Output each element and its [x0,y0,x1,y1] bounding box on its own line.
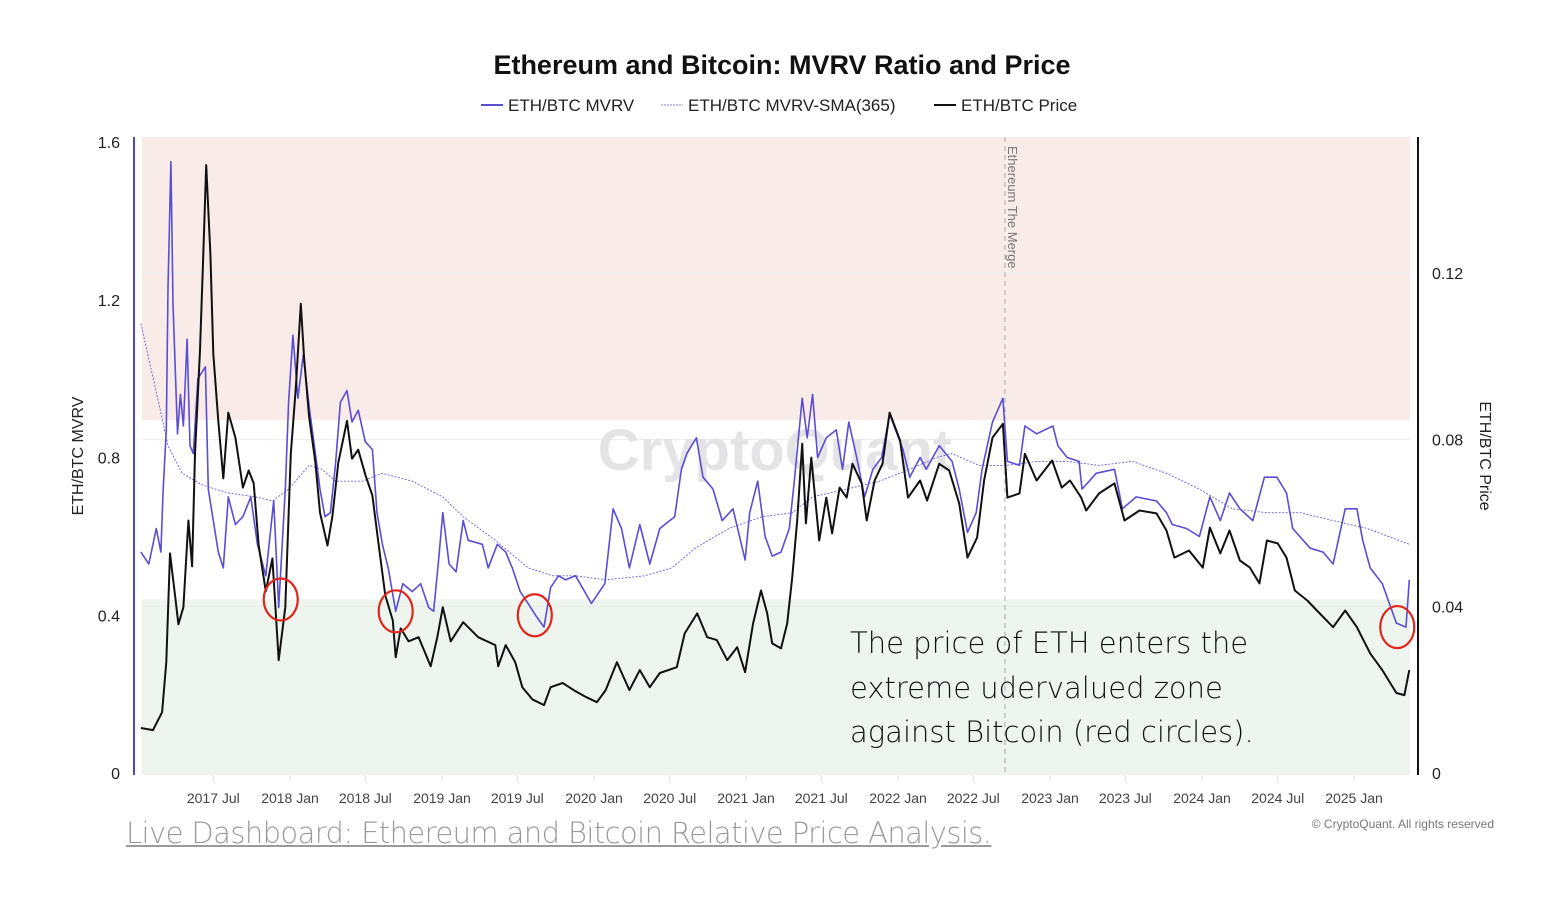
left-tick-label: 1.2 [98,293,120,310]
legend-label-price: ETH/BTC Price [961,96,1077,115]
valuation-zones [142,137,1410,775]
highlight-circles [262,577,1416,650]
right-tick-label: 0.08 [1432,433,1463,450]
left-tick-label: 0.4 [98,608,120,625]
chart-title: Ethereum and Bitcoin: MVRV Ratio and Pri… [493,50,1070,80]
series-layer [140,160,1411,732]
x-tick-label: 2019 Jul [491,790,544,806]
left-tick-label: 0 [111,766,120,783]
x-tick-label: 2017 Jul [187,790,240,806]
x-tick-label: 2023 Jul [1099,790,1152,806]
x-tick-label: 2019 Jan [413,790,471,806]
copyright: © CryptoQuant. All rights reserved [1312,817,1494,831]
right-tick-label: 0.12 [1432,266,1463,283]
overvalued-zone [142,137,1410,421]
highlight-circle [516,593,553,638]
price-line-group [140,164,1411,732]
undervalued-zone [142,599,1410,775]
right-axis-label: ETH/BTC Price [1476,401,1493,510]
highlight-circle [1379,604,1416,650]
left-tick-label: 1.6 [98,135,120,152]
left-axis-ticks: 0 0.4 0.8 1.2 1.6 [98,135,120,783]
legend: ETH/BTC MVRV ETH/BTC MVRV-SMA(365) ETH/B… [481,96,1077,115]
legend-label-sma: ETH/BTC MVRV-SMA(365) [688,96,896,115]
x-tick-label: 2024 Jan [1173,790,1231,806]
right-tick-label: 0 [1432,766,1441,783]
price-line [140,164,1411,732]
x-tick-label: 2020 Jul [643,790,696,806]
x-tick-label: 2021 Jul [795,790,848,806]
x-tick-label: 2022 Jul [947,790,1000,806]
left-axis-label: ETH/BTC MVRV [70,396,87,515]
merge-event-label: Ethereum The Merge [1005,146,1020,269]
x-tick-label: 2025 Jan [1325,790,1383,806]
left-tick-label: 0.8 [98,451,120,468]
x-tick-label: 2024 Jul [1251,790,1304,806]
annotation-line-1: The price of ETH enters the [850,626,1248,660]
x-tick-label: 2020 Jan [565,790,623,806]
right-tick-label: 0.04 [1432,599,1463,616]
mvrv-line [140,160,1411,628]
x-tick-label: 2018 Jan [261,790,319,806]
gridlines [142,272,1410,607]
legend-label-mvrv: ETH/BTC MVRV [508,96,635,115]
highlight-circle [377,589,414,634]
x-tick-label: 2022 Jan [869,790,927,806]
annotation-line-3: against Bitcoin (red circles). [850,715,1254,749]
x-tick-label: 2023 Jan [1021,790,1079,806]
watermark: CryptoQuant [598,418,952,483]
legend-item-price[interactable]: ETH/BTC Price [934,96,1077,115]
x-tick-label: 2018 Jul [339,790,392,806]
right-axis-ticks: 0 0.04 0.08 0.12 [1432,266,1463,783]
legend-item-mvrv[interactable]: ETH/BTC MVRV [481,96,635,115]
live-dashboard-link[interactable]: Live Dashboard: Ethereum and Bitcoin Rel… [126,816,992,850]
x-tick-label: 2021 Jan [717,790,775,806]
mvrv-line-group [140,160,1411,628]
x-axis-ticks: 2017 Jul 2018 Jan 2018 Jul 2019 Jan 2019 Jul… [187,775,1383,806]
annotation-line-2: extreme udervalued zone [850,671,1223,705]
legend-item-sma[interactable]: ETH/BTC MVRV-SMA(365) [661,96,896,115]
highlight-circle [262,577,299,622]
annotation: The price of ETH enters the extreme uder… [850,626,1254,749]
